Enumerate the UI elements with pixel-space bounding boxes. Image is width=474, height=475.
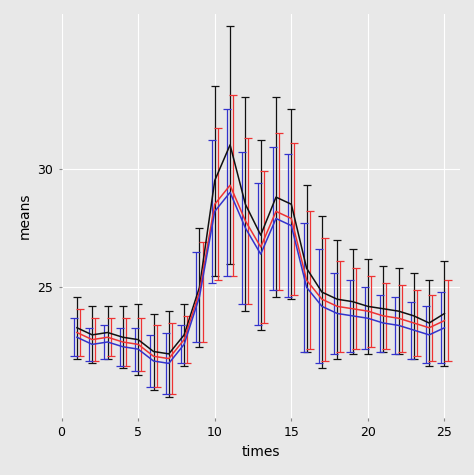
- Y-axis label: means: means: [18, 193, 32, 239]
- X-axis label: times: times: [241, 445, 280, 459]
